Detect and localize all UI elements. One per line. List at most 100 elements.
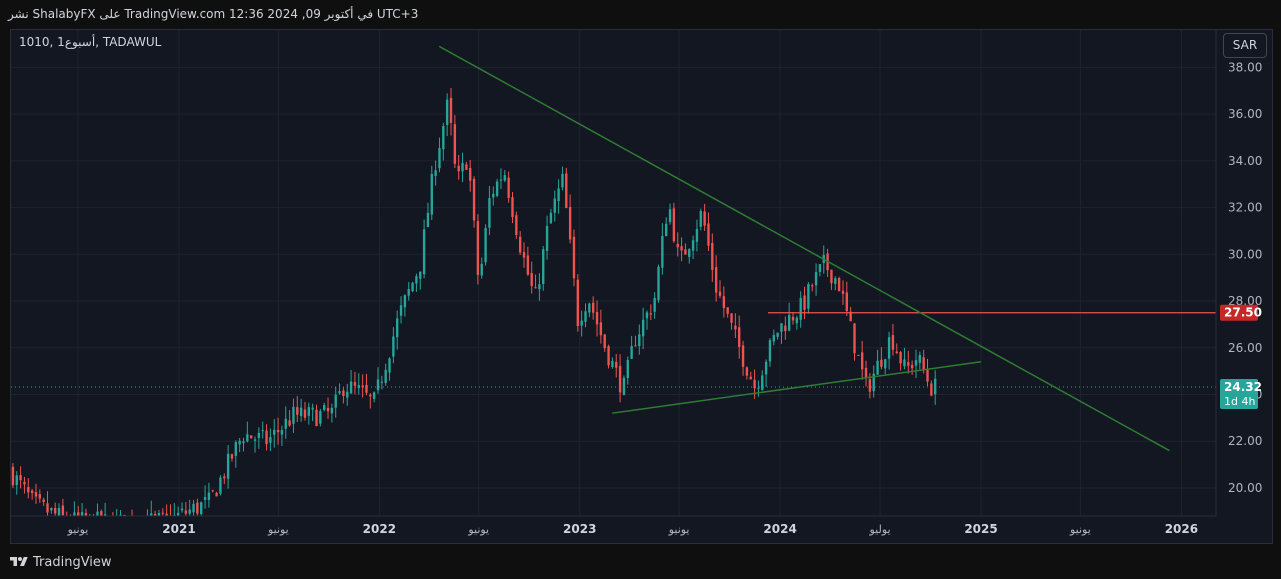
candle-up [311,407,314,410]
price-axis [1216,30,1272,543]
candle-down [153,513,157,516]
candle-down [469,167,472,181]
time-tick-label: يونيو [1069,523,1091,536]
price-tick-label: 28.00 [1228,294,1262,308]
candle-up [495,181,499,196]
candle-down [618,365,622,393]
candle-up [157,513,161,517]
candle-down [722,296,726,308]
candle-down [568,207,572,240]
candle-down [457,165,460,172]
candle-up [415,276,418,284]
candle-down [837,278,841,292]
price-tick-label: 22.00 [1228,434,1262,448]
price-badge [1220,379,1258,410]
candle-down [507,177,510,198]
candle-down [184,510,188,514]
candle-down [223,476,226,479]
candle-down [61,505,65,516]
candle-up [380,381,384,383]
countdown-label: 1d 4h [1224,395,1255,408]
trendline-ascending [612,361,982,414]
candle-down [465,164,468,170]
candle-up [772,335,775,342]
candle-up [384,369,387,383]
candle-up [665,223,668,237]
candle-up [545,226,549,251]
candle-down [591,302,595,313]
candle-up [257,432,261,438]
chart-panel[interactable]: 20.0022.0024.0026.0028.0030.0032.0034.00… [10,29,1273,544]
candle-down [27,487,30,493]
candle-up [261,430,264,432]
candle-down [926,369,929,382]
candle-down [34,491,38,497]
candle-up [238,440,241,445]
candle-up [269,437,272,443]
candle-down [868,379,872,392]
candle-down [303,409,307,418]
candle-down [714,267,718,293]
candle-down [899,351,902,364]
candle-up [699,210,702,227]
candle-up [872,373,875,392]
candle-up [934,378,937,395]
currency-button[interactable]: SAR [1223,33,1267,58]
candle-up [322,405,326,410]
price-chart[interactable]: 20.0022.0024.0026.0028.0030.0032.0034.00… [11,30,1273,544]
candle-down [849,311,852,322]
price-tick-label: 32.00 [1228,201,1262,215]
candle-down [565,173,568,208]
candle-down [853,323,856,354]
candle-up [630,346,633,359]
grid [11,30,1216,516]
candle-up [396,318,399,338]
candle-up [695,228,699,242]
time-tick-label: يونيو [467,523,489,536]
trendline-descending [438,45,1170,452]
candle-down [19,475,22,481]
candle-up [307,407,311,416]
candle-up [392,336,395,357]
candle-up [273,429,276,435]
candle-up [757,387,760,389]
candle-up [492,193,495,198]
symbol-label[interactable]: 1010, 1أسبوع, TADAWUL [19,35,162,49]
candle-up [557,188,560,202]
drawings [11,45,1216,452]
candle-down [745,367,749,376]
candle-down [599,322,603,336]
candle-up [814,272,818,286]
candle-up [226,453,230,479]
candle-up [330,407,334,414]
candle-up [903,359,906,367]
price-tick-label: 30.00 [1228,247,1262,261]
candle-down [342,390,345,396]
candle-down [361,385,364,388]
candle-up [818,264,822,272]
candle-down [841,290,845,294]
candle-down [353,382,357,386]
candle-down [522,252,526,258]
candle-down [54,508,57,514]
price-tick-label: 20.00 [1228,481,1262,495]
candle-down [365,384,368,393]
candle-up [691,240,695,251]
published-line: نشر ShalabyFX على TradingView.com 12:36 … [8,7,419,21]
candle-up [346,391,349,398]
candle-up [657,266,660,301]
time-tick-label: 2025 [964,522,997,536]
candle-up [234,442,237,456]
candle-up [499,179,503,181]
price-tick-label: 34.00 [1228,154,1262,168]
candle-down [30,490,34,494]
candle-up [668,209,672,222]
candle-up [484,228,487,263]
candle-up [434,170,437,176]
candle-down [753,379,756,389]
candle-up [438,148,441,169]
candle-down [518,236,522,253]
time-axis [11,516,1272,543]
candle-up [176,512,180,518]
candle-up [787,314,791,331]
